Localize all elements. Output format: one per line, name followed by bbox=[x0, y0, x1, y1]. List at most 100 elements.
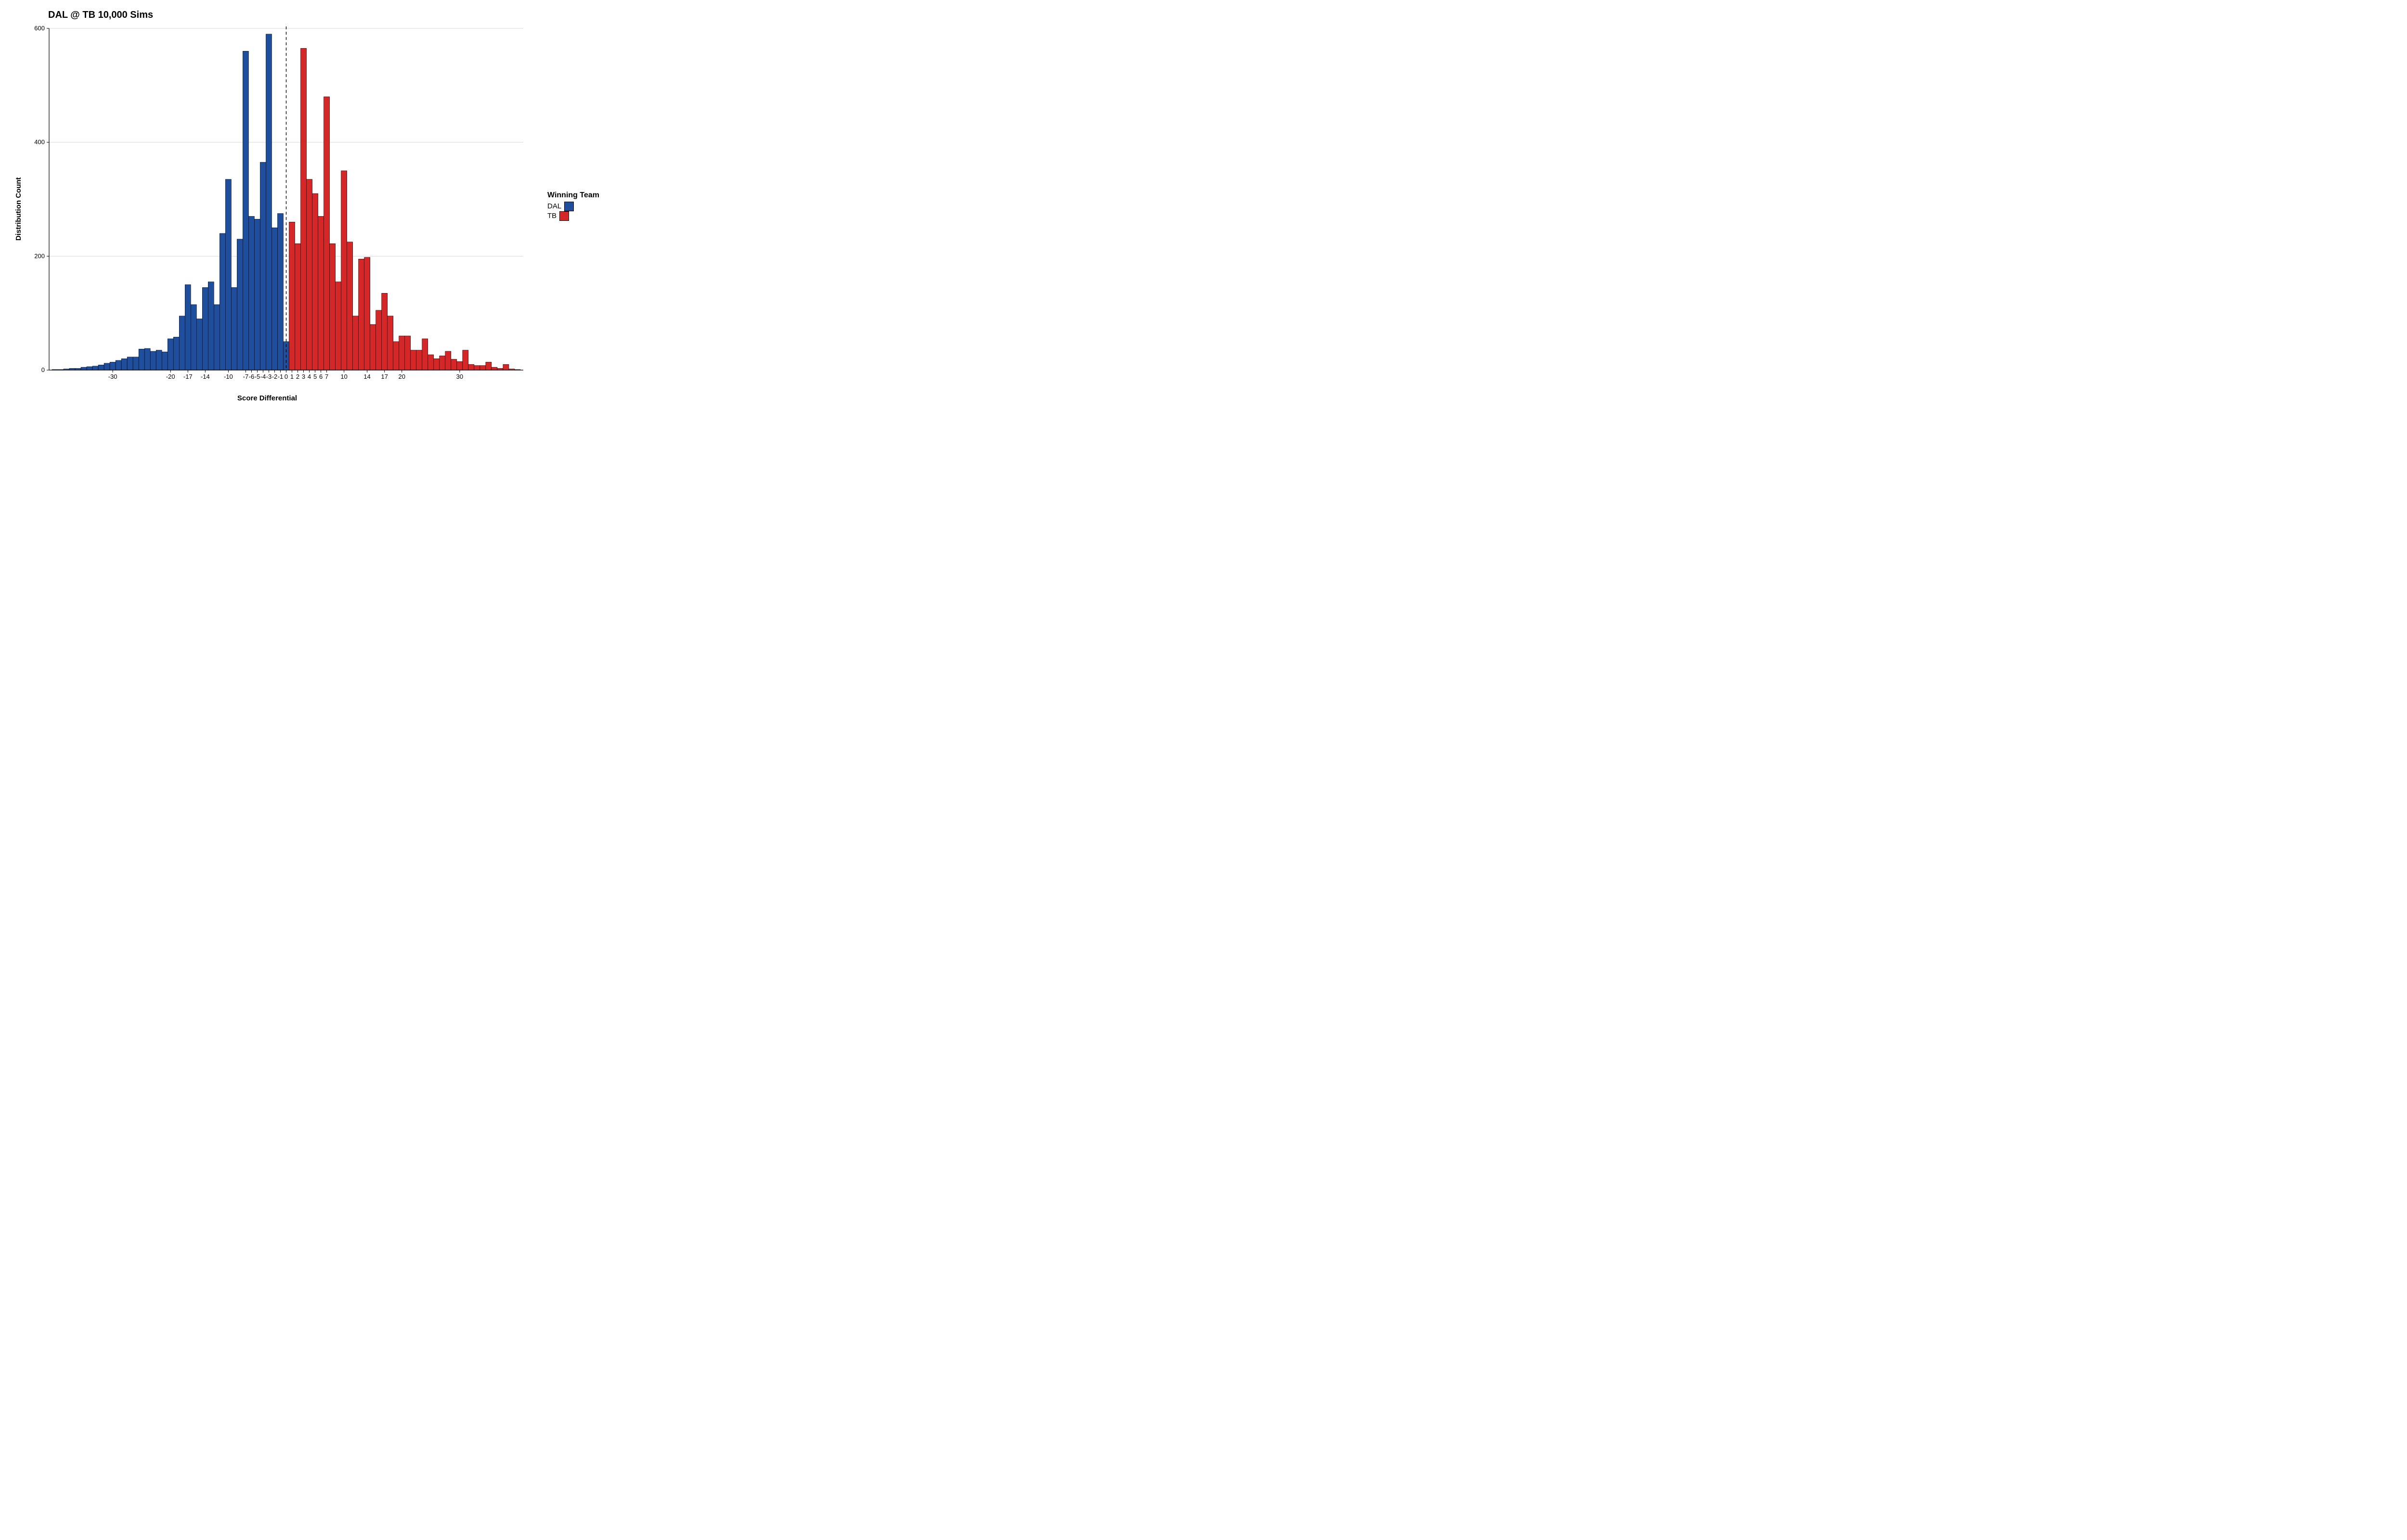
chart-title: DAL @ TB 10,000 Sims bbox=[48, 10, 528, 21]
histogram-bar bbox=[127, 357, 133, 370]
histogram-bar bbox=[440, 356, 445, 370]
histogram-bar bbox=[214, 305, 220, 370]
x-tick-label: 30 bbox=[456, 373, 463, 380]
histogram-bar bbox=[87, 367, 92, 370]
histogram-bar bbox=[162, 352, 168, 370]
histogram-bar bbox=[428, 355, 434, 370]
x-tick-label: -6 bbox=[249, 373, 255, 380]
x-tick-label: 10 bbox=[340, 373, 347, 380]
histogram-bar bbox=[399, 336, 405, 370]
histogram-bar bbox=[202, 287, 208, 370]
figure-container: DAL @ TB 10,000 Sims Distribution Count … bbox=[0, 0, 2407, 407]
histogram-bar bbox=[364, 257, 370, 370]
legend-items: DALTB bbox=[547, 202, 599, 221]
x-tick-label: -7 bbox=[243, 373, 249, 380]
histogram-bar bbox=[225, 180, 231, 370]
histogram-bar bbox=[376, 310, 382, 370]
x-tick-label: -17 bbox=[183, 373, 193, 380]
x-tick-label: -10 bbox=[224, 373, 233, 380]
x-tick-label: 14 bbox=[363, 373, 370, 380]
x-tick-label: -20 bbox=[166, 373, 175, 380]
x-tick-label: -30 bbox=[108, 373, 117, 380]
x-tick-label: 5 bbox=[313, 373, 317, 380]
histogram-bar bbox=[468, 364, 474, 370]
histogram-bar bbox=[486, 362, 492, 370]
histogram-bar bbox=[179, 316, 185, 370]
legend-title: Winning Team bbox=[547, 191, 599, 200]
histogram-bar bbox=[324, 97, 330, 370]
histogram-bar bbox=[480, 366, 486, 370]
histogram-bar bbox=[393, 342, 399, 370]
x-tick-label: 0 bbox=[285, 373, 288, 380]
histogram-bar bbox=[156, 350, 162, 370]
legend-item: DAL bbox=[547, 202, 599, 211]
histogram-bar bbox=[301, 48, 307, 370]
histogram-bar bbox=[295, 244, 301, 370]
x-tick-label: -1 bbox=[278, 373, 284, 380]
y-tick-label: 400 bbox=[34, 139, 45, 146]
histogram-bar bbox=[243, 51, 248, 370]
histogram-bar bbox=[92, 366, 98, 370]
histogram-bar bbox=[81, 367, 87, 370]
histogram-bar bbox=[98, 365, 104, 370]
legend: Winning Team DALTB bbox=[547, 191, 599, 221]
y-axis-label: Distribution Count bbox=[14, 24, 23, 394]
plot-row: Distribution Count 0200400600-30-20-17-1… bbox=[14, 24, 528, 394]
histogram-plot: 0200400600-30-20-17-14-10-7-6-5-4-3-2-10… bbox=[23, 24, 528, 394]
histogram-bar bbox=[503, 364, 509, 370]
x-axis-label: Score Differential bbox=[14, 394, 520, 402]
histogram-bar bbox=[133, 357, 139, 370]
histogram-bar bbox=[307, 180, 312, 370]
histogram-bar bbox=[248, 217, 254, 371]
y-tick-label: 600 bbox=[34, 25, 45, 32]
histogram-bar bbox=[237, 239, 243, 370]
histogram-bar bbox=[231, 287, 237, 370]
histogram-bar bbox=[173, 337, 179, 370]
histogram-bar bbox=[411, 350, 416, 370]
x-tick-label: 17 bbox=[381, 373, 388, 380]
histogram-bar bbox=[492, 367, 497, 370]
x-tick-label: 2 bbox=[296, 373, 299, 380]
x-tick-label: -2 bbox=[272, 373, 278, 380]
histogram-bar bbox=[405, 336, 411, 370]
histogram-bar bbox=[341, 171, 347, 370]
legend-item: TB bbox=[547, 211, 599, 221]
histogram-bar bbox=[422, 339, 428, 370]
histogram-bar bbox=[168, 339, 173, 370]
histogram-bar bbox=[289, 222, 295, 370]
histogram-bar bbox=[266, 34, 272, 370]
x-tick-label: 6 bbox=[319, 373, 323, 380]
histogram-bar bbox=[208, 282, 214, 370]
chart-column: DAL @ TB 10,000 Sims Distribution Count … bbox=[14, 10, 528, 402]
histogram-bar bbox=[116, 360, 121, 370]
histogram-bar bbox=[416, 350, 422, 370]
legend-label: DAL bbox=[547, 202, 561, 211]
histogram-bar bbox=[370, 324, 376, 370]
histogram-bar bbox=[272, 228, 277, 370]
histogram-bar bbox=[196, 319, 202, 371]
histogram-bar bbox=[359, 259, 364, 370]
histogram-bar bbox=[312, 193, 318, 370]
histogram-bar bbox=[220, 233, 225, 370]
x-tick-label: 20 bbox=[399, 373, 405, 380]
histogram-bar bbox=[139, 349, 144, 370]
x-tick-label: 4 bbox=[308, 373, 311, 380]
histogram-bar bbox=[254, 219, 260, 370]
legend-swatch bbox=[564, 202, 574, 211]
histogram-bar bbox=[347, 242, 353, 370]
histogram-bar bbox=[318, 217, 324, 371]
histogram-bar bbox=[463, 350, 468, 370]
histogram-bar bbox=[144, 348, 150, 370]
histogram-bar bbox=[110, 362, 116, 370]
x-tick-label: -14 bbox=[201, 373, 210, 380]
legend-label: TB bbox=[547, 212, 556, 220]
histogram-bar bbox=[388, 316, 393, 370]
histogram-bar bbox=[121, 359, 127, 370]
legend-swatch bbox=[559, 211, 569, 221]
histogram-bar bbox=[104, 363, 110, 370]
histogram-bar bbox=[445, 351, 451, 370]
histogram-bar bbox=[457, 361, 463, 370]
x-tick-label: 3 bbox=[302, 373, 305, 380]
histogram-bar bbox=[277, 214, 283, 370]
x-tick-label: 1 bbox=[290, 373, 294, 380]
